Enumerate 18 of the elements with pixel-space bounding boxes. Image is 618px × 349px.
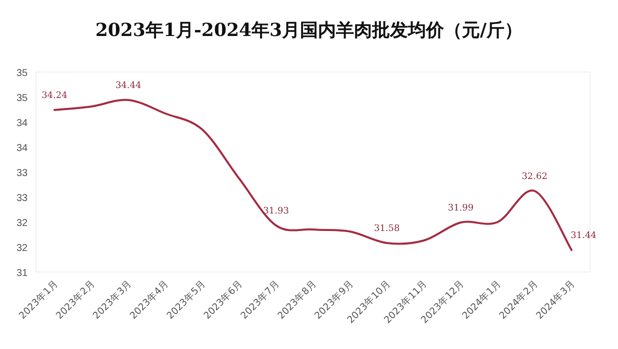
line-series [53, 98, 573, 251]
y-tick-label: 33 [16, 168, 28, 179]
y-tick-label: 32 [16, 218, 28, 229]
y-tick-label: 35 [16, 93, 28, 104]
data-label: 31.44 [570, 231, 597, 241]
y-tick-label: 31 [16, 268, 28, 279]
data-label: 34.44 [115, 81, 142, 91]
y-tick-label: 33 [16, 193, 28, 204]
data-label: 31.93 [263, 206, 290, 216]
y-tick-label: 34 [16, 143, 28, 154]
y-tick-label: 34 [16, 118, 28, 129]
y-tick-label: 35 [16, 68, 28, 79]
chart-title: 2023年1月-2024年3月国内羊肉批发均价（元/斤） [95, 20, 523, 41]
data-label: 34.24 [42, 91, 68, 101]
y-tick-label: 32 [16, 243, 28, 254]
data-label: 31.99 [448, 204, 474, 214]
data-label: 32.62 [522, 172, 548, 182]
data-label: 31.58 [374, 224, 400, 234]
